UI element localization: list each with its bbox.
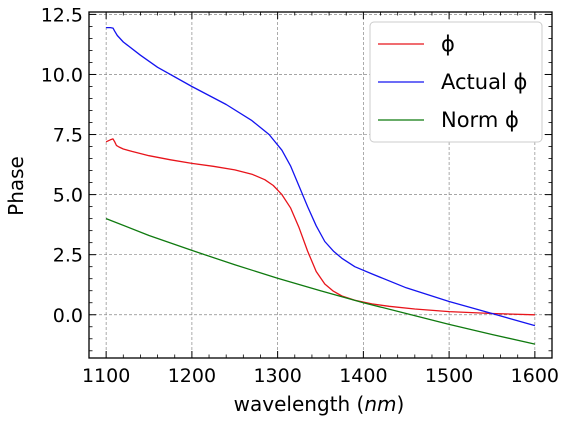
y-tick-label: 2.5 [53, 245, 83, 267]
series-lines [105, 26, 536, 345]
series-line-2 [105, 217, 536, 345]
legend-box [369, 21, 543, 143]
legend-label: ϕ [441, 32, 455, 56]
x-tick-label: 1300 [253, 365, 301, 387]
legend: ϕ Actual ϕ Norm ϕ [369, 21, 543, 143]
legend-label: Norm ϕ [441, 108, 519, 132]
y-tick-label: 0.0 [53, 305, 83, 327]
x-tick-label: 1200 [168, 365, 216, 387]
y-tick-label: 5.0 [53, 185, 83, 207]
series-line-1 [106, 26, 536, 327]
x-tick-label: 1500 [425, 365, 473, 387]
y-tick-labels: 0.0 2.5 5.0 7.5 10.0 12.5 [41, 4, 83, 326]
plot-frame [88, 11, 553, 359]
x-tick-labels: 1100 1200 1300 1400 1500 1600 [82, 365, 559, 387]
y-axis-label: Phase [4, 156, 28, 216]
y-tick-label: 10.0 [41, 64, 83, 86]
y-tick-label: 12.5 [41, 4, 83, 26]
series-line-0 [105, 138, 535, 316]
legend-label: Actual ϕ [441, 70, 527, 94]
x-tick-label: 1600 [511, 365, 559, 387]
x-axis-label: wavelength (nm) [234, 392, 405, 416]
axis-ticks [88, 12, 553, 358]
grid-lines [89, 12, 552, 358]
y-tick-label: 7.5 [53, 125, 83, 147]
x-tick-label: 1400 [339, 365, 387, 387]
x-tick-label: 1100 [82, 365, 130, 387]
